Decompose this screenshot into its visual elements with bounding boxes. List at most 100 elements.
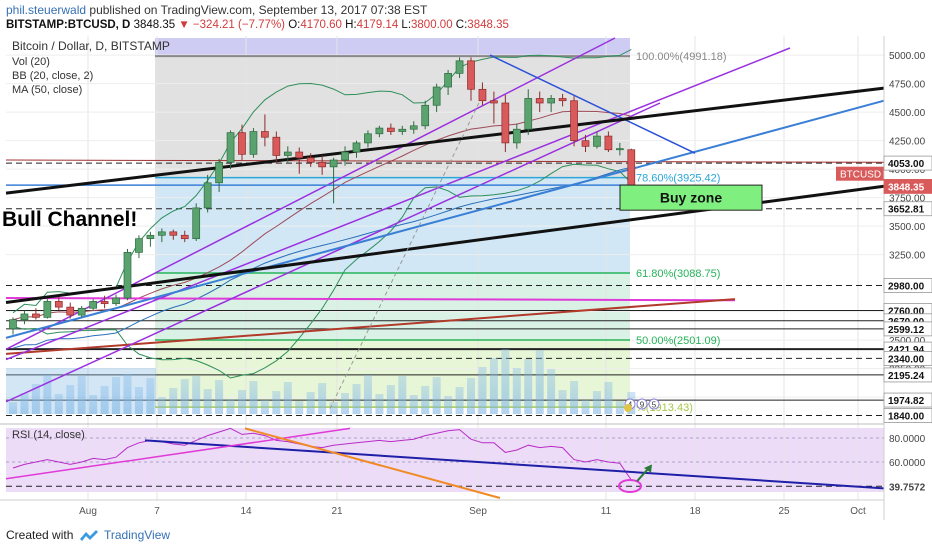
candle-body [432,86,441,106]
price-tick-label: 3250.00 [889,251,926,262]
candle-body [535,98,544,104]
created-with-text: Created with [6,528,74,542]
projection-dashed-line [329,100,481,409]
candle-body [295,151,304,159]
candle-body [66,306,75,316]
price-level-label: 2340.00 [888,354,925,365]
tradingview-logo-icon [80,530,98,541]
volume-bar [123,374,132,414]
price-tick-label: 4250.00 [889,137,926,148]
candle-body [261,131,269,138]
event-marker [648,398,660,410]
price-change: ▼ −324.21 (−7.77%) [178,19,286,31]
volume-bar [192,376,201,414]
candle-body [318,161,326,168]
volume-bar [604,382,613,414]
candle-body [593,135,601,147]
candle-body [581,140,590,147]
volume-bar [283,382,292,414]
candle-body [501,102,510,144]
price-level-label: 3652.81 [888,205,925,216]
rsi-orange-line [244,427,501,499]
price-chart-svg[interactable]: 100.00%(4991.18) 78.60%(3925.42) 61.80%(30… [0,36,932,520]
volume-bar [180,379,189,414]
fib-label: 50.00%(2501.09) [636,335,720,347]
candle-body [249,131,258,155]
candle-body [627,149,636,187]
price-level-label: 2760.00 [888,307,925,318]
ticker-tag-box [836,166,884,181]
volume-bar [489,358,498,414]
x-tick-label: Sep [469,506,487,517]
volume-bar [249,381,258,414]
event-marker [636,398,648,410]
candle-body [272,136,281,156]
volume-bar [467,378,475,414]
legend-entry: Bitcoin / Dollar, D, BITSTAMP [12,39,170,53]
candle-body [158,231,166,236]
chart-area[interactable]: 100.00%(4991.18) 78.60%(3925.42) 61.80%(30… [0,36,932,520]
price-level-tag [883,351,932,366]
price-tick-label: 3500.00 [889,222,926,233]
x-tick-label: 14 [240,506,252,517]
channel-upper-line [5,37,616,350]
candle-body [329,159,338,168]
candle-body [341,151,349,161]
ohlc-close: 3848.35 [467,19,509,31]
price-level-label: 2599.12 [888,325,925,336]
candle-body [180,234,189,240]
event-marker-label: 9 [640,401,645,410]
black-channel-upper [5,86,885,195]
candle-body [455,60,464,74]
candle-body [123,252,132,299]
candle-body [203,182,212,209]
blue-support-line [5,99,885,339]
publication-header: phil.steuerwald published on TradingView… [0,0,932,36]
candle-body [375,127,384,135]
last-price: 3848.35 [133,19,176,31]
price-tick-label: 2500.00 [889,336,926,347]
price-level-label: 1974.82 [888,396,925,407]
candle-body [558,98,567,102]
candle-body [112,297,120,305]
publication-line: phil.steuerwald published on TradingView… [6,3,427,17]
volume-bar [43,375,52,414]
volume-bar [31,384,40,414]
tradingview-link[interactable]: TradingView [104,528,171,542]
volume-bar [329,402,338,414]
bull-channel-label: Bull Channel! [2,208,137,231]
author-link[interactable]: phil.steuerwald [6,3,87,17]
candle-body [238,132,246,155]
volume-bar [615,401,624,414]
fib-zone-upper [155,38,630,57]
price-tick-label: 5000.00 [889,51,926,62]
volume-bar [363,375,372,414]
volume-bar [77,376,86,414]
candle-body [444,72,452,88]
x-tick-label: Oct [850,506,866,517]
legend-entry: Vol (20) [12,56,50,68]
rsi-tick-label: 80.0000 [889,434,926,445]
volume-bar [272,391,281,414]
volume-bar [306,392,315,414]
x-tick-label: 7 [154,506,160,517]
volume-bar [318,383,327,414]
bb-lower-band [12,163,632,379]
fib-label: 78.60%(3925.42) [636,173,720,185]
price-tick-label: 4750.00 [889,80,926,91]
volume-bar [146,378,155,414]
fib-label: 100.00%(4991.18) [636,51,727,63]
channel-upper2-line [5,47,791,361]
volume-bar [215,380,224,414]
candle-body [192,207,201,240]
price-level-tag [883,155,932,171]
symbol-quote-line: BITSTAMP:BTCUSD, D 3848.35 ▼ −324.21 (−7… [6,19,509,31]
volume-bar [20,393,29,414]
volume-bar [203,389,212,414]
price-level-tag [883,278,932,293]
volume-bar [432,377,441,414]
volume-bar [341,393,350,414]
volume-bar [535,350,544,414]
ticker-tag-label: BTCUSD [840,170,881,181]
volume-bar [375,394,384,414]
